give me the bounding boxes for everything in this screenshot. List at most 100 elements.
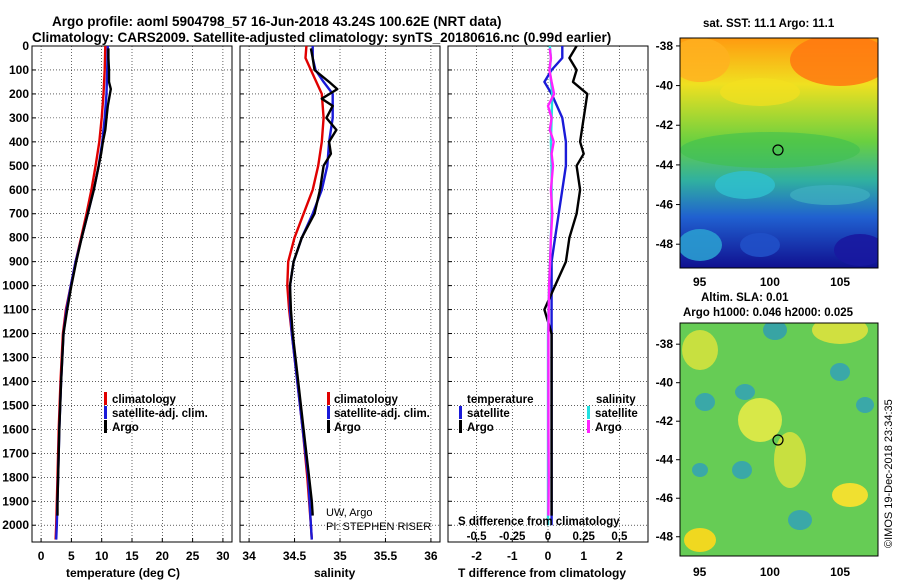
- series-line-argo: [288, 48, 339, 516]
- s-tick-label: -0.25: [499, 531, 526, 543]
- lat-tick-label: -40: [656, 79, 674, 93]
- figure-title-line1: Argo profile: aoml 5904798_57 16-Jun-201…: [52, 14, 501, 29]
- salinity-legend: climatology satellite-adj. clim. Argo: [327, 392, 430, 434]
- legend-swatch-s-argo: [587, 420, 590, 433]
- salinity-lines: [286, 45, 339, 540]
- lon-tick-label: 105: [830, 565, 850, 579]
- depth-tick-label: 1600: [2, 422, 29, 436]
- salinity-panel: 34 34.5 35 35.5 36 salinity climatology sate…: [239, 45, 441, 580]
- salinity-xticks: 34 34.5 35 35.5 36: [242, 549, 437, 563]
- salinity-xlabel: salinity: [314, 566, 356, 580]
- depth-tick-label: 1800: [2, 470, 29, 484]
- legend-label-argo: Argo: [334, 422, 361, 434]
- sla-map-frame: [679, 322, 879, 557]
- legend-swatch-satellite: [327, 406, 330, 419]
- sst-warm-patch: [720, 78, 800, 106]
- x-tick-label: 10: [95, 549, 109, 563]
- lat-tick-label: -44: [656, 158, 674, 172]
- depth-tick-label: 800: [9, 231, 29, 245]
- salinity-grid: [240, 45, 440, 542]
- series-line-climatology: [54, 45, 107, 540]
- x-tick-label: 20: [156, 549, 170, 563]
- legend-swatch-argo: [327, 420, 330, 433]
- depth-tick-label: 1100: [3, 303, 29, 317]
- x-tick-label: 36: [424, 549, 438, 563]
- depth-tick-label: 100: [9, 63, 29, 77]
- sst-map: [680, 38, 878, 268]
- temperature-legend: climatology satellite-adj. clim. Argo: [104, 392, 208, 434]
- legend-swatch-climatology: [104, 392, 107, 405]
- sla-lat-ticks: -38 -40 -42 -44 -46 -48: [656, 337, 680, 544]
- depth-tick-label: 900: [9, 255, 29, 269]
- x-tick-label: 15: [125, 549, 139, 563]
- legend-label-satellite: satellite-adj. clim.: [334, 408, 430, 420]
- depth-axis-ticks: 0 100 200 300 400 500 600 700 800 900 1000 1100 1200…: [2, 39, 29, 532]
- x-tick-label: 1: [580, 549, 587, 563]
- lat-tick-label: -42: [656, 414, 674, 428]
- legend-label-t-satellite: satellite: [467, 408, 510, 420]
- legend-label-s-argo: Argo: [595, 422, 622, 434]
- sla-low-patch: [695, 393, 715, 411]
- x-tick-label: 30: [216, 549, 230, 563]
- sla-lon-ticks: 95 100 105: [693, 565, 850, 579]
- sla-low-patch: [788, 510, 812, 530]
- difference-xticks: -2 -1 0 1 2: [471, 549, 623, 563]
- difference-lines: [543, 45, 589, 526]
- depth-tick-label: 1400: [2, 374, 29, 388]
- lon-tick-label: 105: [830, 275, 850, 289]
- lat-tick-label: -46: [656, 491, 674, 505]
- sst-cold-patch: [740, 233, 780, 257]
- depth-tick-label: 700: [9, 207, 29, 221]
- depth-tick-label: 1200: [2, 327, 29, 341]
- legend-title-temperature: temperature: [467, 394, 533, 406]
- sla-map-subtitle: Argo h1000: 0.046 h2000: 0.025: [683, 307, 854, 319]
- legend-label-satellite: satellite-adj. clim.: [112, 408, 208, 420]
- x-tick-label: 0: [38, 549, 45, 563]
- difference-panel: -2 -1 0 1 2 T difference from climatology S …: [447, 45, 649, 580]
- depth-tick-label: 1000: [2, 279, 29, 293]
- difference-xlabel: T difference from climatology: [458, 566, 626, 580]
- sla-map: [680, 323, 878, 556]
- sla-high-patch: [774, 432, 806, 488]
- imos-stamp: ©IMOS 19-Dec-2018 23:34:35: [883, 399, 895, 548]
- s-tick-label: -0.5: [467, 531, 487, 543]
- temperature-frame: [31, 45, 233, 543]
- sla-low-patch: [732, 461, 752, 479]
- legend-label-climatology: climatology: [112, 394, 177, 406]
- sst-cold-patch: [834, 234, 878, 266]
- x-tick-label: 5: [68, 549, 75, 563]
- series-line-climatology: [286, 45, 325, 540]
- depth-tick-label: 2000: [2, 518, 29, 532]
- lat-tick-label: -42: [656, 118, 674, 132]
- sst-map-title: sat. SST: 11.1 Argo: 11.1: [703, 18, 835, 30]
- s-difference-label: S difference from climatology: [458, 516, 620, 528]
- salinity-frame: [239, 45, 441, 543]
- depth-tick-label: 1500: [2, 398, 29, 412]
- depth-tick-label: 1300: [2, 350, 29, 364]
- x-tick-label: 2: [616, 549, 623, 563]
- x-tick-label: 35: [333, 549, 347, 563]
- legend-swatch-t-satellite: [459, 406, 462, 419]
- x-tick-label: 34.5: [283, 549, 307, 563]
- series-line-satellite-adj-clim-: [55, 45, 109, 540]
- legend-swatch-climatology: [327, 392, 330, 405]
- sst-front-patch: [790, 185, 870, 205]
- sst-warm-patch: [680, 38, 730, 82]
- legend-label-s-satellite: satellite: [595, 408, 638, 420]
- sst-cold-patch: [680, 229, 722, 261]
- lat-tick-label: -46: [656, 198, 674, 212]
- argo-location-marker: [772, 434, 784, 446]
- depth-tick-label: 1700: [2, 446, 29, 460]
- legend-label-argo: Argo: [112, 422, 139, 434]
- legend-label-t-argo: Argo: [467, 422, 494, 434]
- credit-line1: UW, Argo: [326, 507, 372, 519]
- depth-tick-label: 1900: [2, 494, 29, 508]
- figure-title-line2: Climatology: CARS2009. Satellite-adjuste…: [32, 30, 611, 45]
- lat-tick-label: -48: [656, 530, 674, 544]
- series-line-argo: [56, 48, 113, 516]
- legend-swatch-s-satellite: [587, 406, 590, 419]
- depth-tick-label: 0: [22, 39, 29, 53]
- x-tick-label: -2: [471, 549, 482, 563]
- temperature-grid: [32, 45, 232, 542]
